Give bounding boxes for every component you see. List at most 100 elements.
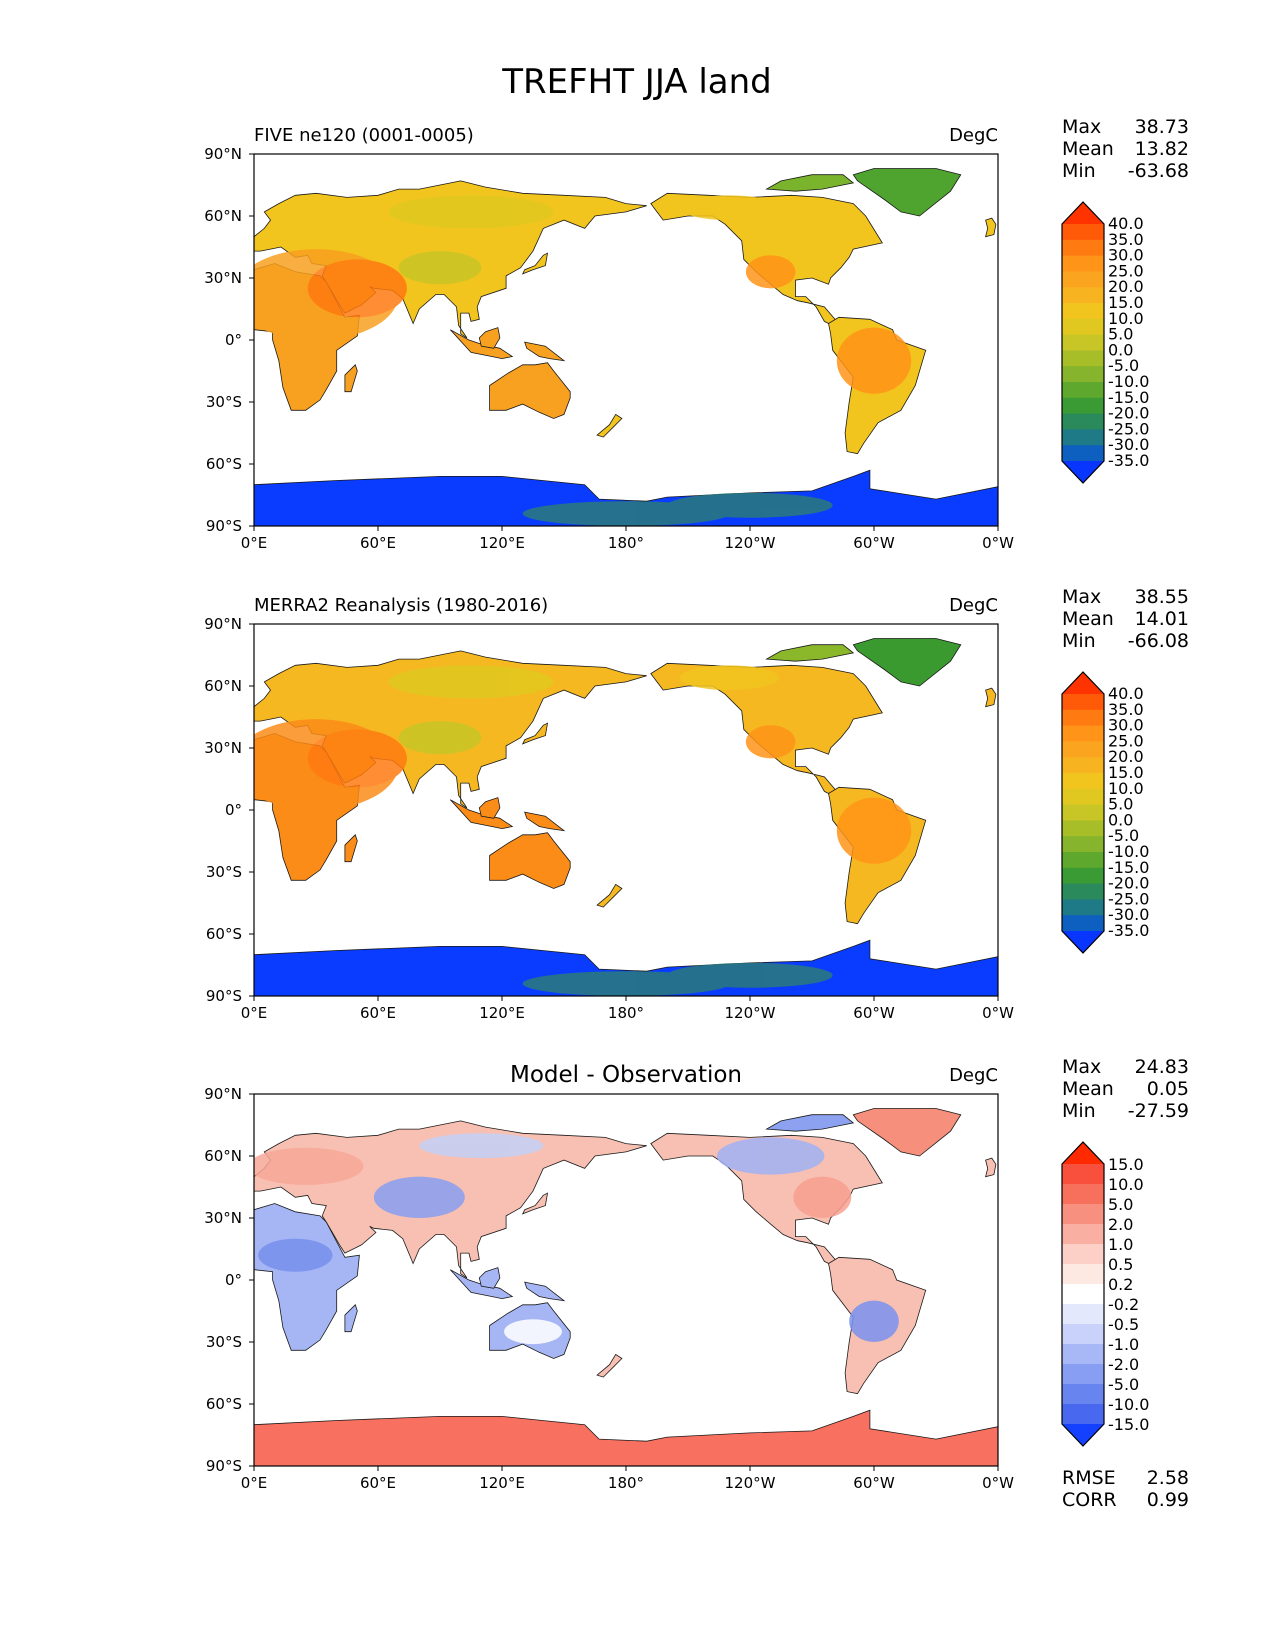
y-tick-label: 90°S <box>206 517 242 535</box>
x-tick-label: 0°W <box>982 1474 1014 1492</box>
contour-region <box>679 195 779 221</box>
colorbar-segment <box>1062 1204 1104 1225</box>
colorbar-tick-label: 10.0 <box>1108 1175 1144 1194</box>
colorbar-tick-label: 35.0 <box>1108 230 1144 249</box>
stat-label: Max <box>1062 586 1101 608</box>
contour-region <box>307 729 407 788</box>
colorbar-tick-label: 1.0 <box>1108 1235 1133 1254</box>
stat-value: 13.82 <box>1135 138 1189 160</box>
panel-units: DegC <box>949 125 998 146</box>
colorbar-segment <box>1062 334 1104 351</box>
colorbar-segment <box>1062 239 1104 257</box>
extra-stat-label: CORR <box>1062 1489 1117 1511</box>
contour-tints <box>254 195 912 526</box>
colorbar-segment <box>1062 1184 1104 1205</box>
colorbar-segment <box>1062 382 1104 399</box>
colorbar-segment <box>1062 287 1104 304</box>
land-newGuinea <box>524 811 566 832</box>
contour-region <box>716 1137 825 1175</box>
colorbar-segment <box>1062 303 1104 320</box>
x-tick-label: 60°W <box>853 534 895 552</box>
x-tick-label: 120°E <box>479 1004 525 1022</box>
colorbar-segment <box>1062 1164 1104 1185</box>
land-japan <box>521 1192 549 1215</box>
colorbar-segment <box>1062 255 1104 272</box>
colorbar-extend-max <box>1062 202 1104 224</box>
colorbar-tick-label: 2.0 <box>1108 1215 1133 1234</box>
colorbar-tick-label: -25.0 <box>1108 889 1149 908</box>
panel-subtitle: MERRA2 Reanalysis (1980-2016) <box>254 595 548 616</box>
colorbar-tick-label: -10.0 <box>1108 842 1149 861</box>
stat-value: 0.05 <box>1147 1078 1189 1100</box>
colorbar-segment <box>1062 741 1104 758</box>
stat-value: 24.83 <box>1135 1056 1189 1078</box>
land-borneo <box>478 1267 501 1289</box>
y-tick-label: 60°N <box>204 1147 242 1165</box>
contour-region <box>793 1176 852 1219</box>
land-newZealand <box>596 1353 623 1378</box>
colorbar: 40.035.030.025.020.015.010.05.00.0-5.0-1… <box>1061 201 1149 484</box>
colorbar-extend-min <box>1062 1424 1104 1446</box>
y-tick-label: 60°S <box>206 1395 242 1413</box>
x-tick-label: 60°E <box>360 534 396 552</box>
land-australia <box>489 832 571 889</box>
contour-region <box>836 327 912 394</box>
y-tick-label: 60°S <box>206 455 242 473</box>
x-tick-label: 120°E <box>479 534 525 552</box>
colorbar-segment <box>1062 725 1104 742</box>
panel-1: 90°N 60°N 30°N 0° 30°S 60°S 90°S0°E 60°E 120°E 18… <box>204 116 1189 552</box>
colorbar-tick-label: -35.0 <box>1108 921 1149 940</box>
colorbar-segment <box>1062 350 1104 367</box>
y-tick-label: 30°S <box>206 393 242 411</box>
colorbar-tick-label: 5.0 <box>1108 325 1133 344</box>
colorbar-tick-label: -15.0 <box>1108 858 1149 877</box>
colorbar-segment <box>1062 757 1104 774</box>
colorbar-extend-max <box>1062 672 1104 694</box>
colorbar-segment <box>1062 883 1104 900</box>
land-uk <box>985 217 997 238</box>
y-tick-label: 30°N <box>204 269 242 287</box>
land-arcticIsl <box>765 1114 855 1132</box>
colorbar-extend-min <box>1062 461 1104 483</box>
y-tick-label: 0° <box>225 1271 242 1289</box>
x-tick-label: 120°W <box>725 1004 776 1022</box>
colorbar-segment <box>1062 709 1104 727</box>
land-greenland <box>852 638 962 687</box>
colorbar-segment <box>1062 1384 1104 1405</box>
land-madagascar <box>344 834 358 863</box>
contour-region <box>307 259 407 318</box>
land-madagascar <box>344 364 358 393</box>
land-japan <box>521 252 549 275</box>
land-northAmerica <box>650 1132 883 1264</box>
x-tick-label: 120°W <box>725 1474 776 1492</box>
colorbar-tick-label: -0.2 <box>1108 1295 1139 1314</box>
stat-label: Mean <box>1062 138 1114 160</box>
x-tick-label: 180° <box>608 534 644 552</box>
colorbar-tick-label: -20.0 <box>1108 404 1149 423</box>
x-tick-label: 60°W <box>853 1004 895 1022</box>
colorbar-segment <box>1062 413 1104 430</box>
contour-region <box>849 1300 899 1343</box>
contour-region <box>745 255 796 289</box>
panel-2: 90°N 60°N 30°N 0° 30°S 60°S 90°S0°E 60°E 120°E 18… <box>204 586 1189 1022</box>
y-tick-label: 90°N <box>204 1085 242 1103</box>
panel-units: DegC <box>949 1065 998 1086</box>
extra-stat-value: 2.58 <box>1147 1467 1189 1489</box>
land-newZealand <box>596 883 623 908</box>
land-newZealand <box>596 413 623 438</box>
colorbar-segment <box>1062 1324 1104 1345</box>
colorbar-tick-label: -35.0 <box>1108 451 1149 470</box>
panel-units: DegC <box>949 595 998 616</box>
x-tick-label: 0°W <box>982 1004 1014 1022</box>
colorbar-segment <box>1062 1404 1104 1425</box>
x-tick-label: 120°E <box>479 1474 525 1492</box>
x-tick-label: 180° <box>608 1004 644 1022</box>
colorbar-tick-label: 10.0 <box>1108 309 1144 328</box>
panel-subtitle: FIVE ne120 (0001-0005) <box>254 125 474 146</box>
contour-region <box>667 962 833 988</box>
colorbar-tick-label: 15.0 <box>1108 293 1144 312</box>
contour-region <box>667 492 833 518</box>
x-tick-label: 60°W <box>853 1474 895 1492</box>
colorbar-segment <box>1062 318 1104 336</box>
